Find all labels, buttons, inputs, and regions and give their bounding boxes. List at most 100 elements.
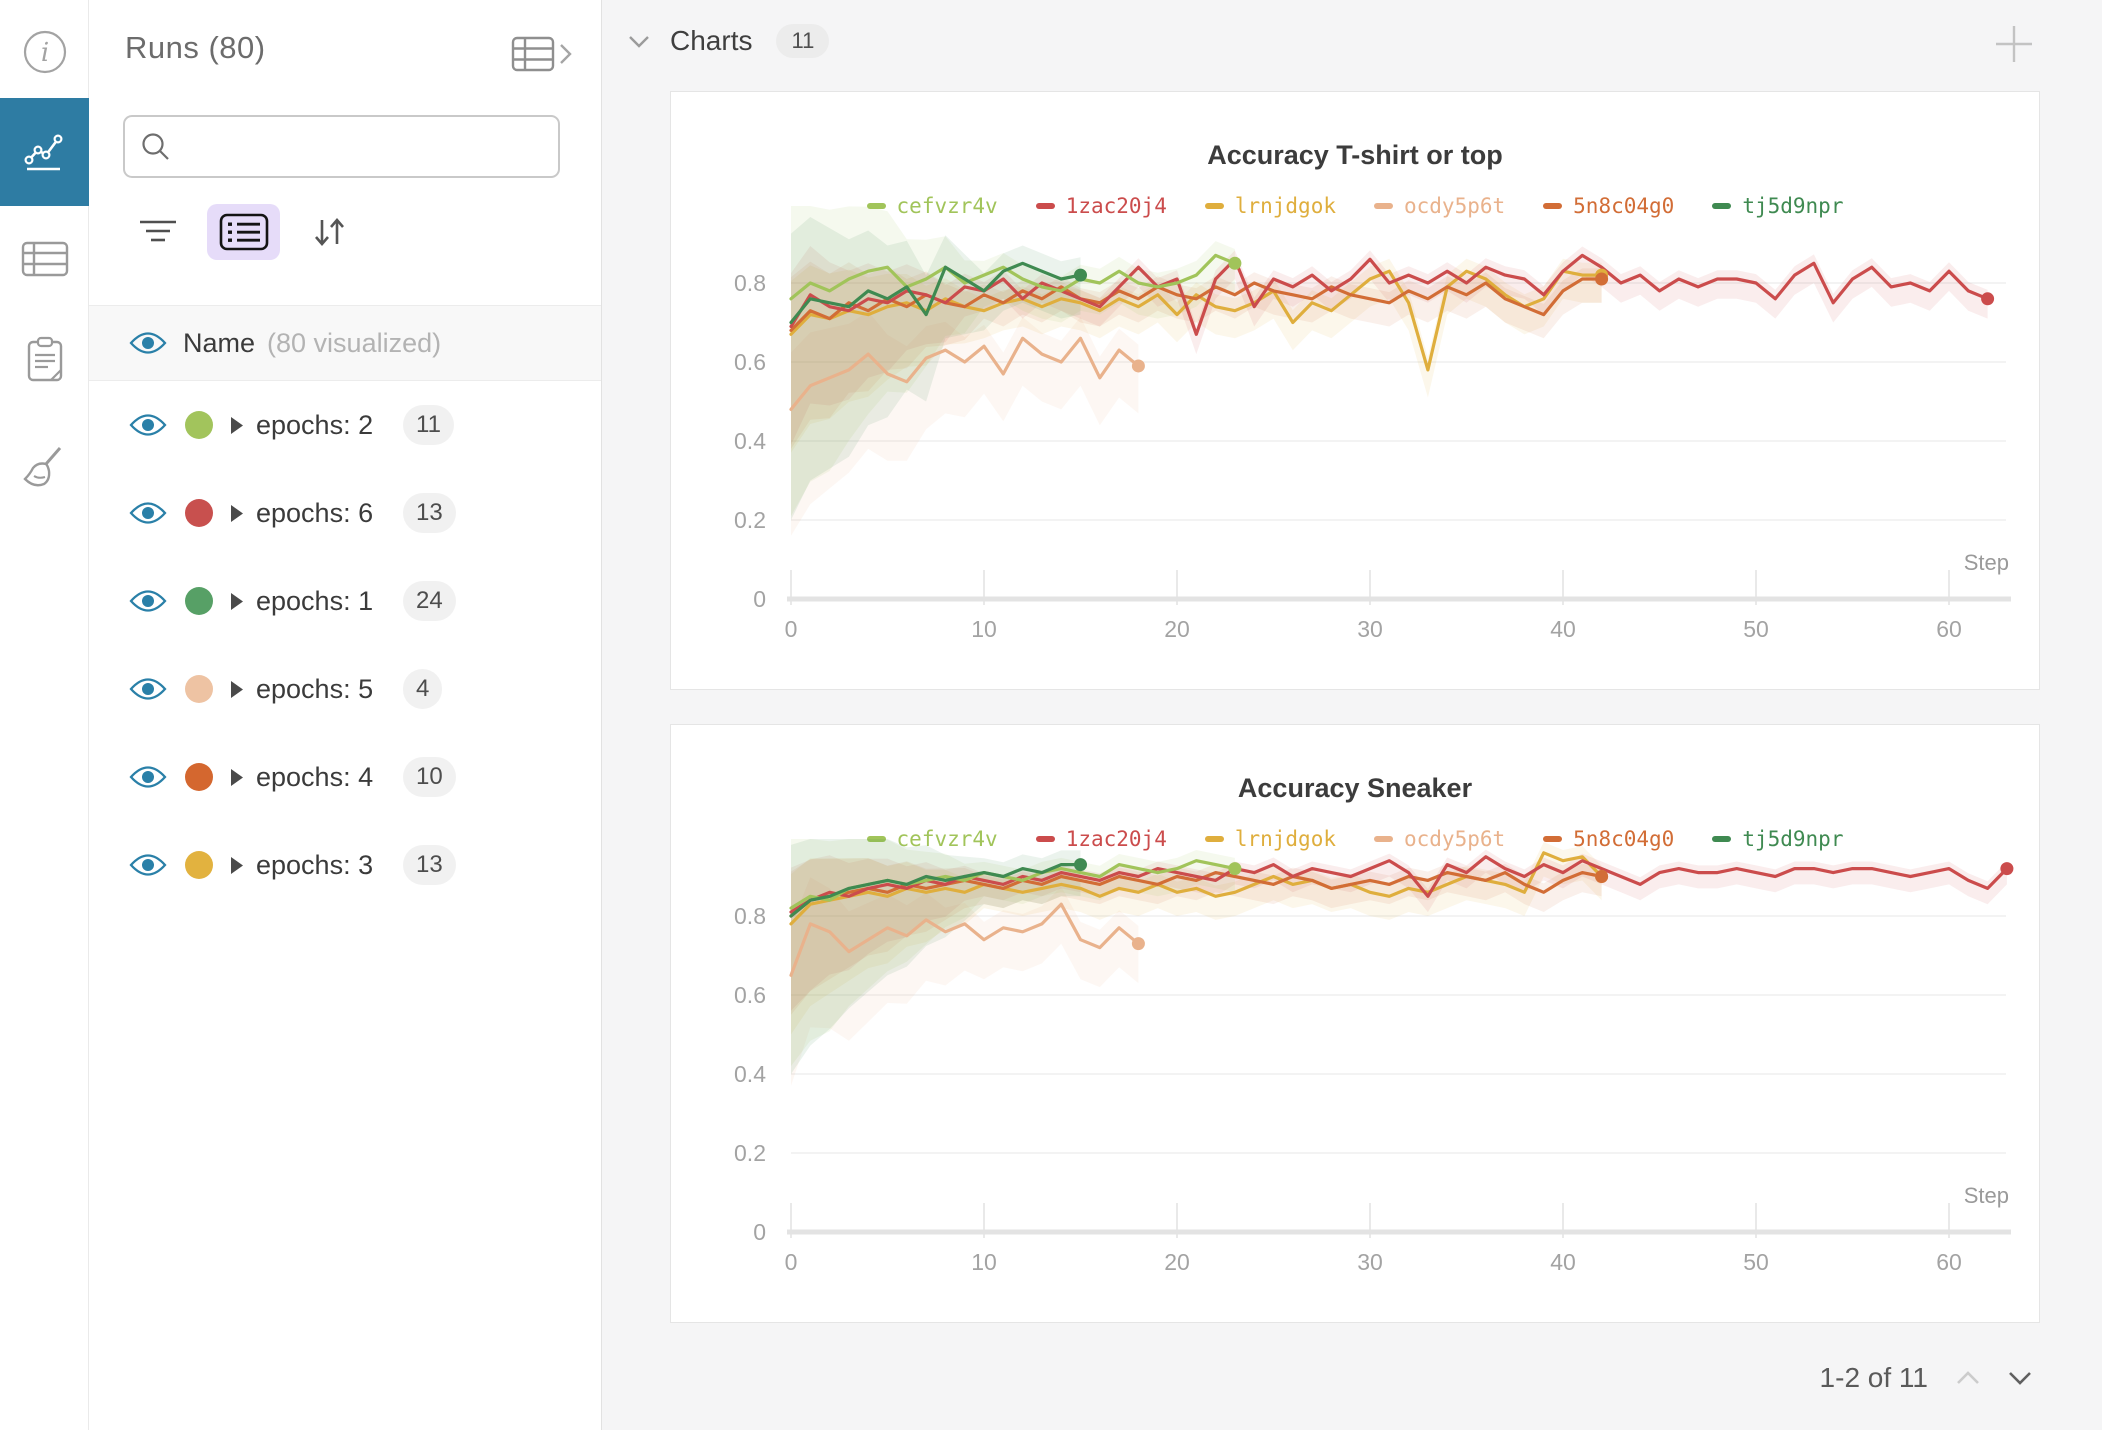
legend-run-name: 5n8c04g0 [1573, 827, 1675, 851]
run-group-row[interactable]: epochs: 1 24 [89, 557, 601, 645]
expand-caret-icon[interactable] [231, 856, 243, 874]
svg-text:50: 50 [1743, 616, 1769, 642]
filter-icon [140, 220, 176, 242]
broom-icon [22, 447, 61, 487]
runs-list: epochs: 2 11 epochs: 6 13 epochs: 1 24 epochs:… [89, 381, 601, 909]
collapse-section-button[interactable] [628, 35, 650, 48]
visibility-toggle[interactable] [129, 675, 167, 703]
legend-item[interactable]: tj5d9npr [1712, 194, 1843, 218]
legend-swatch [1712, 203, 1732, 209]
search-icon [142, 132, 169, 160]
chevron-down-icon [629, 35, 649, 48]
runs-table-header[interactable]: Name (80 visualized) [89, 305, 601, 381]
visibility-toggle[interactable] [129, 851, 167, 879]
svg-text:60: 60 [1936, 616, 1962, 642]
runs-table-tab[interactable] [0, 232, 89, 288]
expand-caret-icon[interactable] [231, 768, 243, 786]
legend-item[interactable]: cefvzr4v [866, 827, 998, 851]
run-group-row[interactable]: epochs: 5 4 [89, 645, 601, 733]
x-axis-label: Step [1964, 1183, 2009, 1208]
legend-run-name: cefvzr4v [896, 827, 998, 851]
legend-run-name: 5n8c04g0 [1573, 194, 1675, 218]
group-settings-button[interactable] [207, 204, 280, 260]
expand-caret-icon[interactable] [231, 416, 243, 434]
eye-icon [129, 502, 167, 524]
chart-legend: cefvzr4v 1zac20j4 lrnjdgok ocdy5p6t 5n8c04g0… [671, 194, 2039, 218]
svg-text:30: 30 [1357, 616, 1383, 642]
expand-runs-table-button[interactable] [511, 36, 573, 74]
left-rail: i [0, 0, 89, 1430]
run-count-badge: 13 [403, 493, 456, 533]
workspace-charts-tab[interactable] [0, 98, 89, 206]
visibility-toggle[interactable] [129, 411, 167, 439]
svg-text:30: 30 [1357, 1249, 1383, 1275]
clipboard-icon [27, 336, 62, 382]
run-group-row[interactable]: epochs: 4 10 [89, 733, 601, 821]
legend-item[interactable]: 5n8c04g0 [1543, 827, 1674, 851]
run-group-row[interactable]: epochs: 3 13 [89, 821, 601, 909]
charts-area: Charts 11 Accuracy T-shirt or top cefvzr4… [602, 0, 2102, 1430]
legend-swatch [1543, 836, 1563, 842]
sweeps-tab[interactable] [0, 438, 89, 498]
legend-item[interactable]: ocdy5p6t [1374, 827, 1505, 851]
visibility-toggle[interactable] [129, 763, 167, 791]
notes-tab[interactable] [0, 330, 89, 390]
legend-swatch [1035, 836, 1055, 842]
list-settings-icon [219, 213, 268, 251]
legend-run-name: lrnjdgok [1234, 827, 1336, 851]
chart-plot[interactable]: 0 0.2 0.4 0.6 0.8 0 10 20 30 40 50 60 Step [671, 92, 2041, 691]
legend-swatch [1374, 836, 1393, 842]
previous-page-button[interactable] [1956, 1371, 1980, 1385]
run-count-badge: 4 [403, 669, 443, 709]
run-color-dot [185, 587, 213, 615]
table-expand-icon [511, 36, 572, 72]
expand-caret-icon[interactable] [231, 680, 243, 698]
expand-caret-icon[interactable] [231, 504, 243, 522]
visibility-toggle[interactable] [129, 499, 167, 527]
legend-swatch [1712, 836, 1732, 842]
svg-text:0.4: 0.4 [734, 428, 766, 454]
charts-section-header: Charts 11 [628, 24, 830, 58]
legend-item[interactable]: 1zac20j4 [1035, 194, 1167, 218]
next-page-button[interactable] [2008, 1371, 2032, 1385]
chart-panel[interactable]: Accuracy T-shirt or top cefvzr4v 1zac20j4 l… [670, 91, 2040, 690]
runs-sidebar: Runs (80) [89, 0, 602, 1430]
legend-swatch [1204, 203, 1224, 209]
filter-button[interactable] [135, 204, 181, 260]
panel-pagination: 1-2 of 11 [1820, 1362, 2032, 1394]
search-input[interactable] [183, 126, 558, 167]
legend-item[interactable]: lrnjdgok [1204, 827, 1336, 851]
toggle-all-visibility[interactable] [129, 329, 167, 357]
legend-item[interactable]: tj5d9npr [1712, 827, 1843, 851]
run-count-badge: 10 [403, 757, 456, 797]
name-column-label: Name [183, 327, 256, 358]
run-color-dot [185, 499, 213, 527]
chart-panel[interactable]: Accuracy Sneaker cefvzr4v 1zac20j4 lrnjdgok… [670, 724, 2040, 1323]
run-group-row[interactable]: epochs: 2 11 [89, 381, 601, 469]
run-group-label: epochs: 2 [256, 409, 374, 440]
run-color-dot [185, 763, 213, 791]
chart-plot[interactable]: 0 0.2 0.4 0.6 0.8 0 10 20 30 40 50 60 Step [671, 725, 2041, 1324]
legend-item[interactable]: cefvzr4v [866, 194, 998, 218]
sort-button[interactable] [306, 204, 352, 260]
legend-item[interactable]: lrnjdgok [1204, 194, 1336, 218]
run-group-label: epochs: 4 [256, 761, 374, 792]
visibility-toggle[interactable] [129, 587, 167, 615]
info-button[interactable]: i [0, 20, 89, 84]
legend-item[interactable]: 5n8c04g0 [1543, 194, 1674, 218]
eye-icon [129, 854, 167, 876]
add-panel-button[interactable] [1992, 22, 2036, 69]
run-count-badge: 11 [403, 405, 454, 445]
run-group-label: epochs: 1 [256, 585, 374, 616]
chart-legend: cefvzr4v 1zac20j4 lrnjdgok ocdy5p6t 5n8c04g0… [671, 827, 2039, 851]
svg-text:0: 0 [753, 1219, 766, 1245]
run-color-dot [185, 411, 213, 439]
legend-item[interactable]: ocdy5p6t [1374, 194, 1505, 218]
chart-title: Accuracy Sneaker [1237, 773, 1473, 803]
run-group-row[interactable]: epochs: 6 13 [89, 469, 601, 557]
legend-item[interactable]: 1zac20j4 [1035, 827, 1167, 851]
plus-icon [1996, 26, 2032, 62]
legend-run-name: tj5d9npr [1742, 827, 1844, 851]
expand-caret-icon[interactable] [231, 592, 243, 610]
